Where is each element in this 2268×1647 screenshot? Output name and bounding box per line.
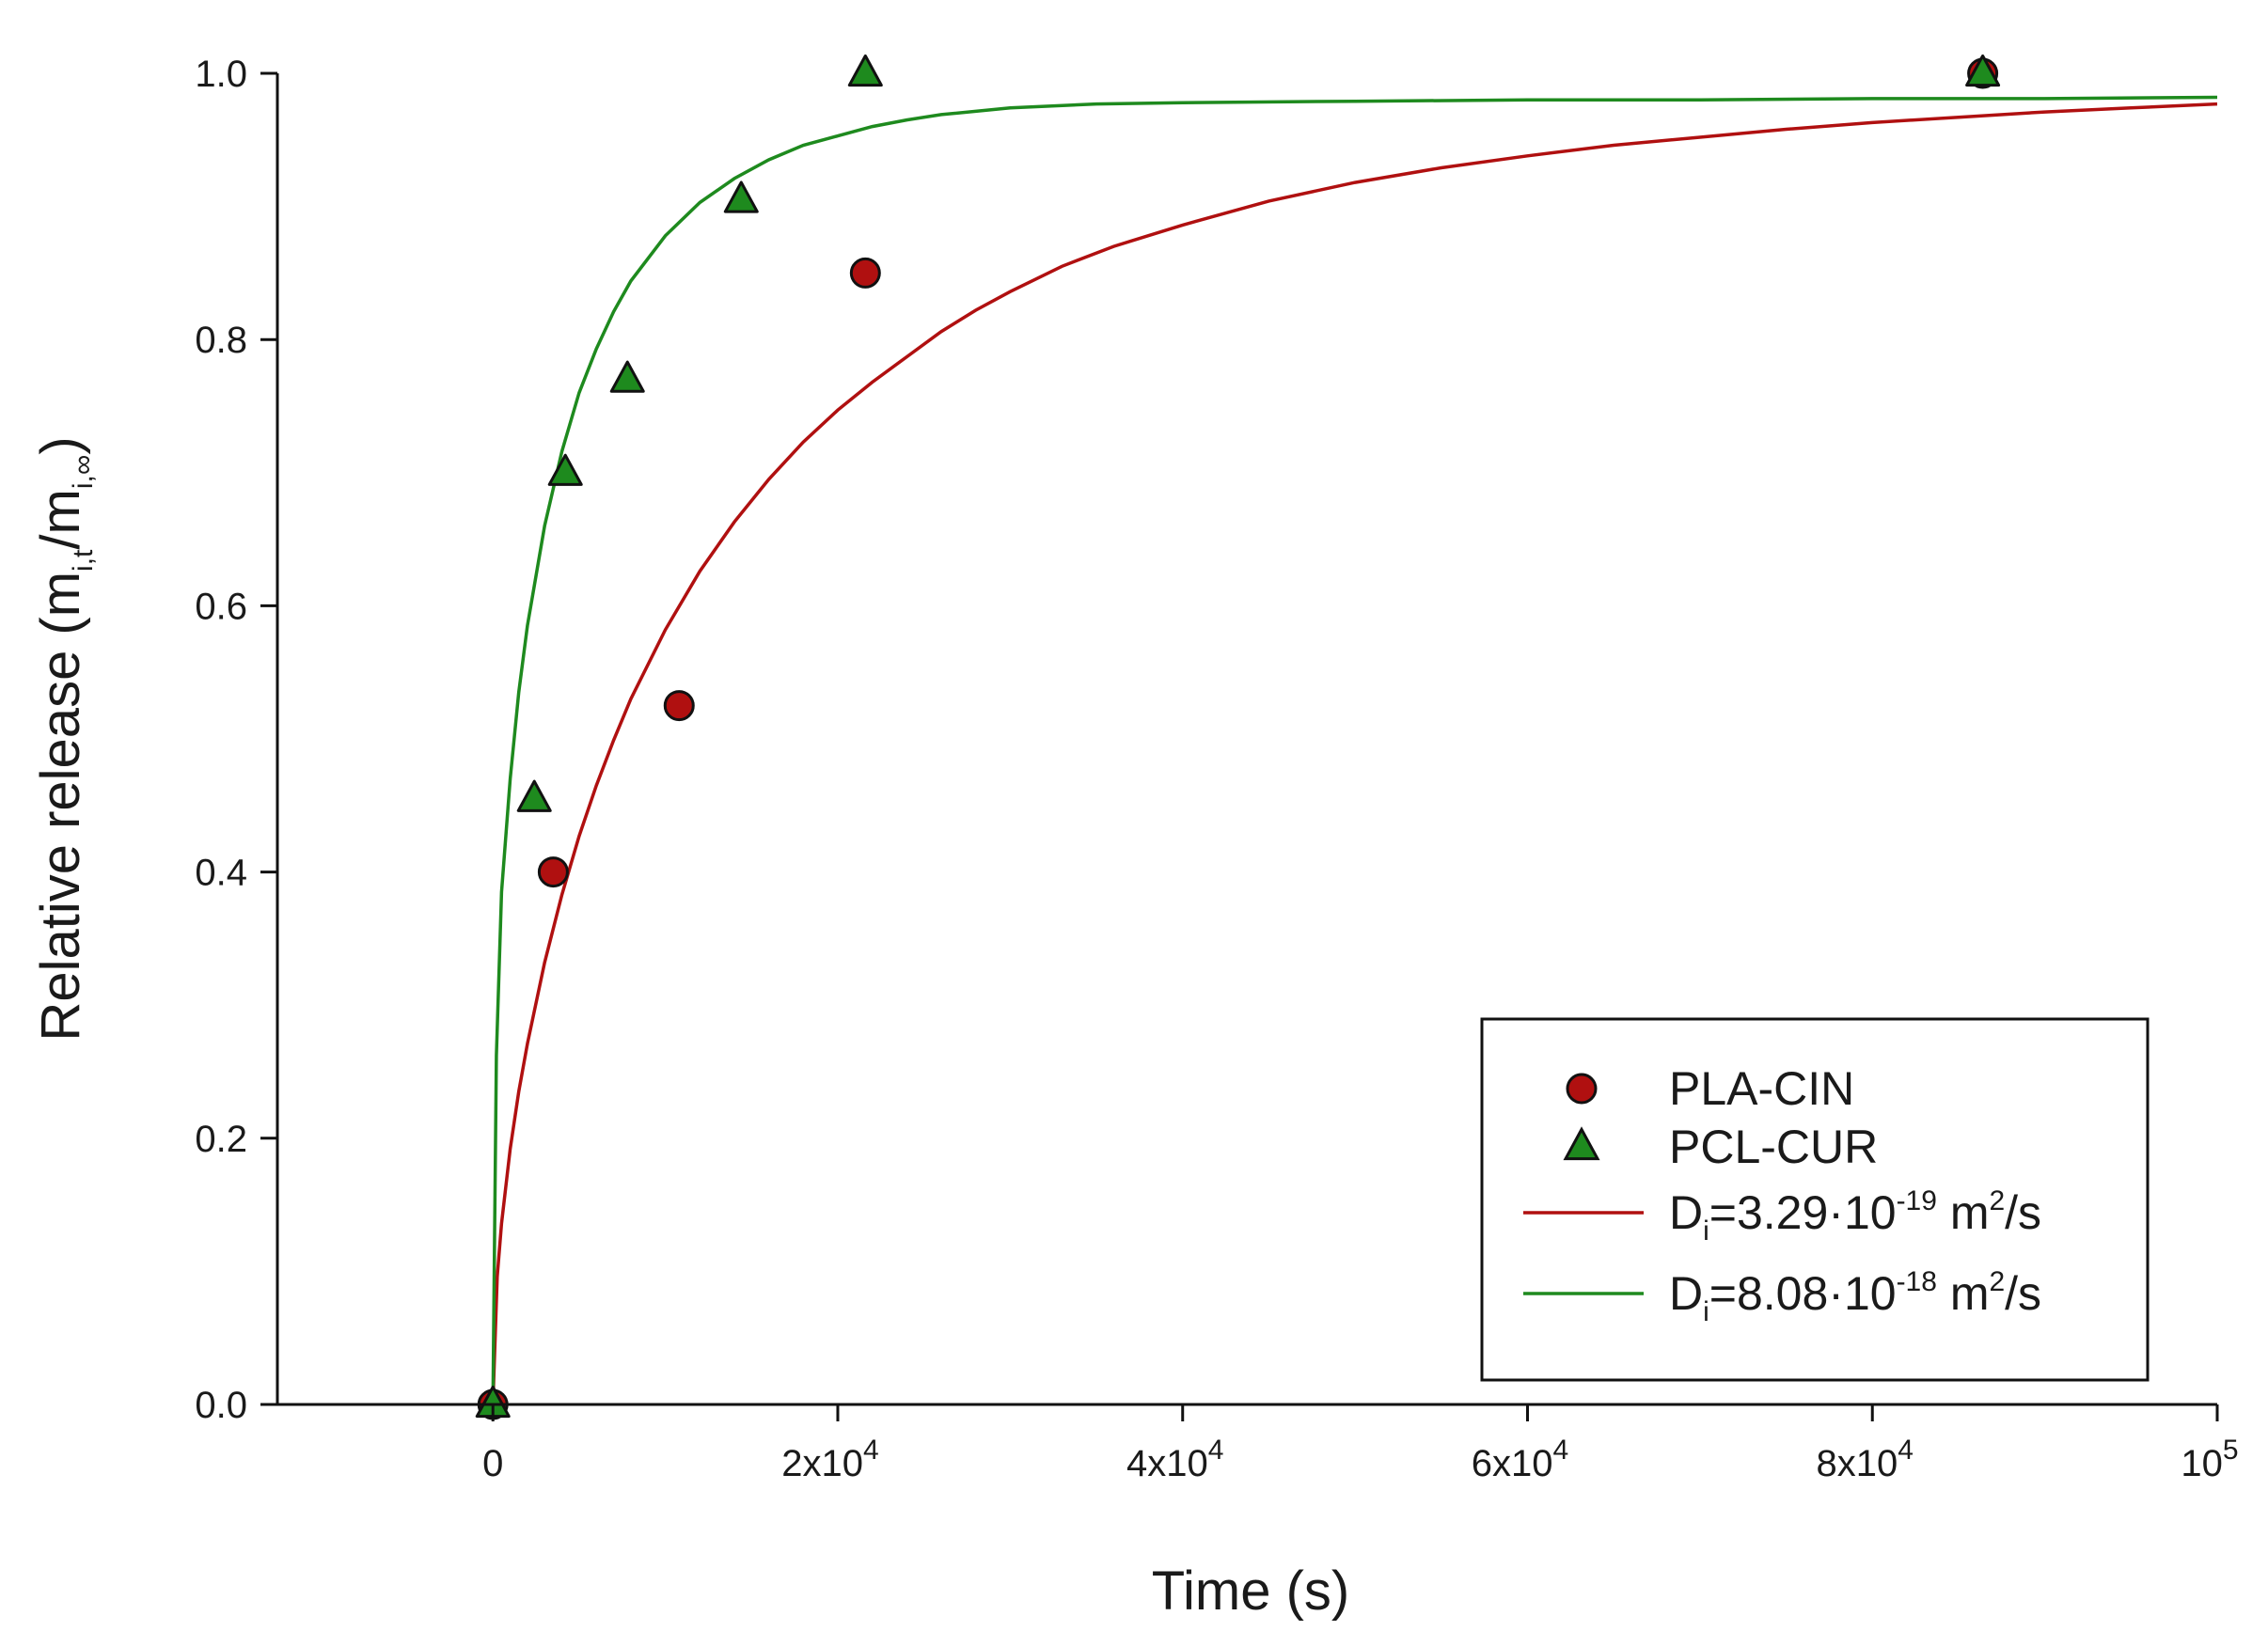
y-tick-label: 1.0 — [195, 54, 247, 95]
x-tick-label: 8x104 — [1817, 1435, 1914, 1484]
x-axis-title: Time (s) — [1152, 1561, 1349, 1622]
data-point-pla-cin — [849, 257, 881, 289]
legend-label: PCL-CUR — [1669, 1121, 1878, 1173]
series-curve-3 — [491, 95, 2217, 1404]
x-tick-label: 105 — [2181, 1435, 2238, 1484]
legend-label: Di=8.08·10-18 m2/s — [1669, 1266, 2041, 1327]
data-point-pcl-cur — [547, 453, 583, 486]
y-tick-label: 0.6 — [195, 586, 247, 627]
data-point-pcl-cur — [609, 360, 645, 393]
legend-label: PLA-CIN — [1669, 1062, 1854, 1115]
data-point-pcl-cur — [516, 779, 552, 812]
y-tick-label: 0.4 — [195, 853, 247, 894]
x-tick-label: 6x104 — [1472, 1435, 1568, 1484]
y-tick-label: 0.0 — [195, 1385, 247, 1426]
data-point-pcl-cur — [1965, 54, 2001, 87]
data-point-pcl-cur — [847, 54, 883, 87]
axes: 0.0 0.2 0.4 0.6 0.8 1.0 0 2x104 4x104 6x104 8x104 1… — [30, 54, 2239, 1622]
x-tick-label: 4x104 — [1126, 1435, 1223, 1484]
data-point-pcl-cur — [723, 180, 759, 213]
legend-label: Di=3.29·10-19 m2/s — [1669, 1185, 2041, 1247]
y-axis-title: Relative release (mi,t/mi,∞) — [30, 436, 99, 1041]
legend: PLA-CIN PCL-CUR Di=3.29·10-19 m2/s Di=8.08·… — [1480, 1017, 2150, 1382]
x-tick-label: 2x104 — [781, 1435, 878, 1484]
x-tick-label: 0 — [482, 1443, 503, 1484]
y-tick-label: 0.8 — [195, 320, 247, 361]
plot-area — [475, 54, 2217, 1420]
legend-marker-circle — [1566, 1073, 1598, 1105]
series-curve-2 — [491, 102, 2217, 1404]
legend-marker-triangle — [1563, 1126, 1600, 1161]
data-point-pla-cin — [537, 856, 569, 888]
data-point-pla-cin — [663, 690, 695, 722]
y-tick-label: 0.2 — [195, 1119, 247, 1160]
